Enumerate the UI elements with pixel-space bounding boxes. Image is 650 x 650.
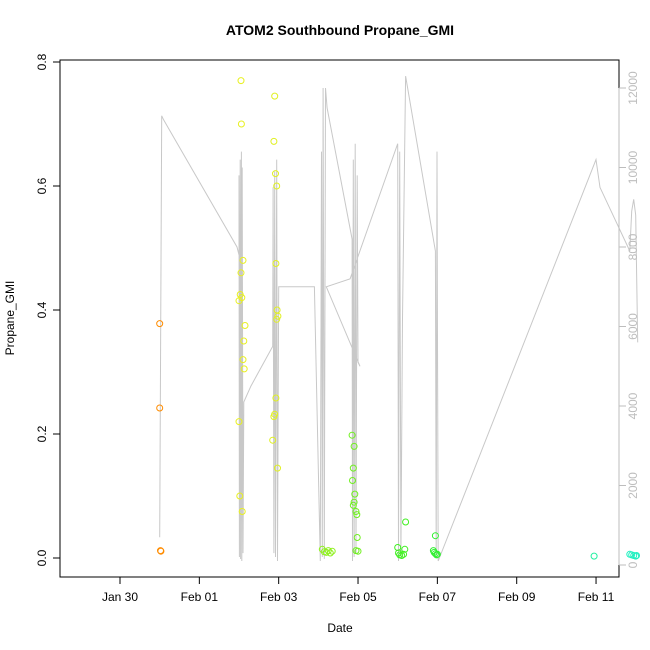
- propane-point: [270, 137, 278, 145]
- propane-point: [351, 490, 359, 498]
- y-tick-label: 0.6: [35, 177, 49, 194]
- propane-point: [350, 498, 358, 506]
- propane-point: [239, 356, 247, 364]
- x-axis-label: Date: [327, 621, 353, 635]
- propane-point: [352, 508, 360, 515]
- propane-point-series: [156, 77, 640, 560]
- propane-point: [400, 550, 408, 558]
- right-y-tick-label: 6000: [626, 313, 640, 340]
- x-tick-label: Feb 09: [498, 590, 536, 604]
- altitude-line: [159, 76, 639, 562]
- y-tick-label: 0.8: [35, 53, 49, 70]
- propane-point: [240, 365, 248, 373]
- propane-point: [271, 92, 279, 100]
- right-y-tick-label: 2000: [626, 472, 640, 499]
- propane-point: [349, 464, 357, 472]
- propane-point: [350, 442, 358, 450]
- propane-point: [237, 269, 245, 277]
- right-y-tick-label: 10000: [626, 150, 640, 184]
- propane-point: [157, 547, 165, 555]
- propane-point: [590, 552, 598, 560]
- y-tick-label: 0.2: [35, 425, 49, 442]
- x-tick-label: Feb 07: [419, 590, 457, 604]
- right-y-tick-label: 0: [626, 561, 640, 568]
- propane-point: [431, 532, 439, 540]
- propane-point: [349, 477, 356, 484]
- propane-point: [236, 492, 244, 500]
- y-axis: 0.0 0.2 0.4 0.6 0.8: [35, 53, 61, 566]
- propane-point: [353, 534, 361, 541]
- propane-point: [328, 547, 336, 555]
- x-tick-label: Feb 01: [181, 590, 219, 604]
- right-y-tick-label: 12000: [626, 71, 640, 105]
- y-axis-label: Propane_GMI: [3, 281, 17, 356]
- propane-point: [237, 77, 245, 85]
- propane-point: [237, 120, 245, 128]
- propane-point: [272, 394, 280, 402]
- y-tick-label: 0.0: [35, 549, 49, 566]
- propane-point: [156, 404, 164, 412]
- x-tick-label: Feb 05: [339, 590, 377, 604]
- altitude-line-series: [159, 76, 639, 562]
- propane-point: [270, 413, 278, 421]
- chart-title: ATOM2 Southbound Propane_GMI: [226, 22, 454, 38]
- x-tick-label: Feb 11: [578, 590, 615, 604]
- right-y-tick-label: 4000: [626, 392, 640, 419]
- propane-point: [273, 315, 281, 323]
- propane-point: [238, 508, 246, 515]
- propane-point: [398, 552, 406, 559]
- propane-point: [274, 464, 281, 472]
- y-tick-label: 0.4: [35, 301, 49, 318]
- propane-point: [353, 511, 361, 519]
- propane-point: [402, 518, 410, 526]
- propane-point: [241, 322, 249, 329]
- propane-point: [401, 545, 409, 553]
- propane-point: [274, 312, 282, 320]
- propane-point: [269, 436, 277, 444]
- propane-point: [273, 182, 281, 190]
- x-tick-label: Jan 30: [102, 590, 138, 604]
- propane-point: [272, 170, 279, 178]
- propane-point: [235, 297, 243, 305]
- propane-point: [433, 550, 441, 558]
- propane-point: [235, 418, 243, 426]
- propane-point: [240, 337, 248, 345]
- propane-point: [433, 551, 441, 559]
- propane-point: [349, 501, 357, 509]
- right-y-axis: 0 2000 4000 6000 8000 10000 12000: [618, 71, 640, 568]
- propane-point: [632, 552, 640, 560]
- propane-point: [348, 431, 356, 439]
- x-tick-label: Feb 03: [260, 590, 298, 604]
- propane-point: [156, 320, 164, 328]
- propane-point: [354, 547, 362, 555]
- propane-point: [326, 549, 334, 557]
- x-axis: Jan 30 Feb 01 Feb 03 Feb 05 Feb 07 Feb 09 Feb …: [102, 576, 615, 604]
- propane-point: [239, 256, 247, 264]
- right-y-tick-label: 8000: [626, 233, 640, 260]
- propane-point: [272, 260, 280, 267]
- propane-point: [633, 552, 640, 559]
